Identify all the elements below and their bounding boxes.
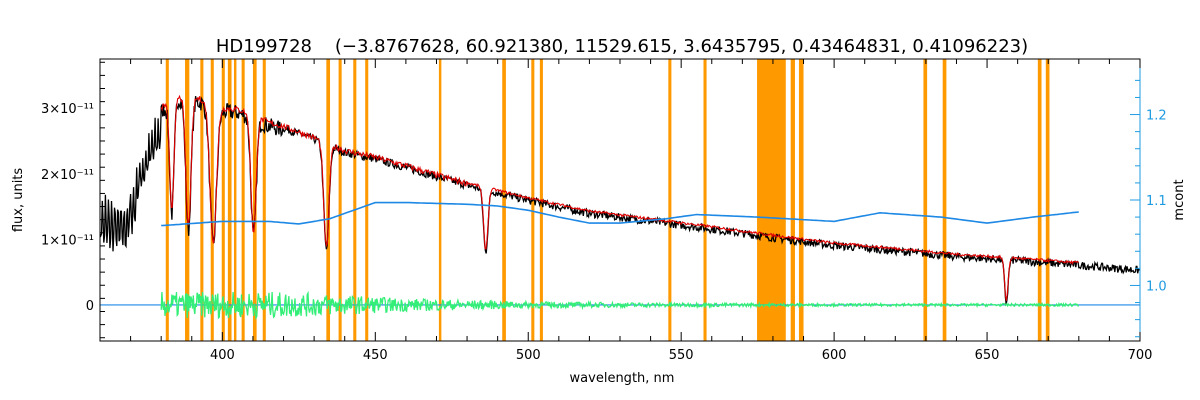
- masked-band: [338, 59, 342, 341]
- x-tick-label: 550: [669, 348, 694, 363]
- masked-band: [703, 59, 707, 341]
- y2-tick-label: 1.1: [1146, 194, 1167, 209]
- masked-band: [668, 59, 672, 341]
- masked-band: [252, 59, 257, 341]
- masked-bands: [165, 59, 1050, 341]
- masked-band: [1045, 59, 1050, 341]
- masked-band: [502, 59, 506, 341]
- y-axis-left: 0 1×10⁻¹¹ 2×10⁻¹¹ 3×10⁻¹¹: [41, 61, 105, 339]
- x-axis: 400 450 500 550 600 650 700: [99, 59, 1153, 363]
- y-axis-right: 1.0 1.1 1.2: [1130, 79, 1167, 338]
- y-axis-label: flux, units: [11, 168, 26, 233]
- masked-band: [365, 59, 369, 341]
- masked-band: [227, 59, 232, 341]
- masked-band: [438, 59, 442, 341]
- y2-tick-label: 1.0: [1146, 279, 1167, 294]
- y-tick-label: 1×10⁻¹¹: [41, 233, 94, 248]
- series-continuum: [161, 201, 1079, 227]
- masked-band: [798, 59, 804, 341]
- masked-band: [757, 59, 786, 341]
- masked-band: [241, 59, 245, 341]
- masked-band: [233, 59, 237, 341]
- y-tick-label: 3×10⁻¹¹: [41, 102, 94, 117]
- masked-band: [165, 59, 169, 341]
- masked-band: [200, 59, 204, 341]
- x-axis-label: wavelength, nm: [570, 371, 675, 386]
- x-tick-label: 400: [210, 348, 235, 363]
- x-tick-label: 650: [975, 348, 1000, 363]
- masked-band: [262, 59, 266, 341]
- spectrum-traces: [99, 94, 1141, 320]
- masked-band: [942, 59, 947, 341]
- y2-axis-label: mcont: [1172, 179, 1187, 220]
- y-tick-label: 2×10⁻¹¹: [41, 168, 94, 183]
- x-tick-label: 600: [822, 348, 847, 363]
- masked-band: [210, 59, 214, 341]
- x-tick-label: 700: [1128, 348, 1153, 363]
- y-tick-label: 0: [86, 299, 94, 314]
- masked-band: [923, 59, 928, 341]
- masked-band: [221, 59, 225, 341]
- masked-band: [1037, 59, 1042, 341]
- masked-band: [790, 59, 795, 341]
- masked-band: [326, 59, 331, 341]
- masked-band: [353, 59, 357, 341]
- series-observed: [99, 96, 1141, 305]
- x-tick-label: 500: [516, 348, 541, 363]
- chart-title: HD199728 (−3.8767628, 60.921380, 11529.6…: [216, 36, 1028, 57]
- series-residual: [160, 290, 1079, 320]
- x-tick-label: 450: [363, 348, 388, 363]
- y2-tick-label: 1.2: [1146, 109, 1167, 124]
- series-model: [160, 94, 1079, 301]
